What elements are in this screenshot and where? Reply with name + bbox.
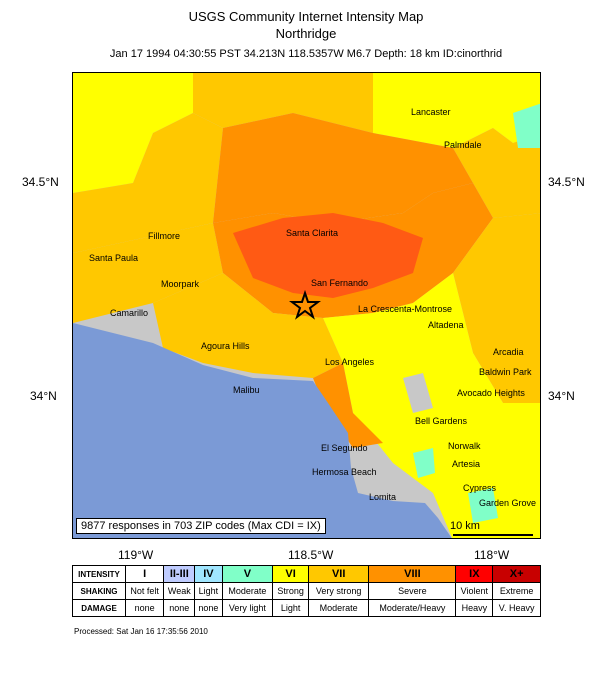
region-cdi-vi xyxy=(73,73,193,193)
responses-summary: 9877 responses in 703 ZIP codes (Max CDI… xyxy=(76,518,326,534)
region-cdi-vii xyxy=(73,223,223,323)
scale-label: 10 km xyxy=(450,520,480,532)
legend-intensity-row: INTENSITY I II-III IV V VI VII VIII IX X… xyxy=(72,565,541,583)
region-cdi-vii xyxy=(193,73,373,133)
intensity-map[interactable]: Lancaster Palmdale Santa Clarita Fillmor… xyxy=(72,72,541,539)
place-label: Artesia xyxy=(452,459,480,469)
intensity-legend: INTENSITY I II-III IV V VI VII VIII IX X… xyxy=(72,565,541,617)
legend-shaking: Light xyxy=(194,582,223,600)
place-label: Camarillo xyxy=(110,308,148,318)
region-cdi-v xyxy=(468,488,498,523)
legend-intensity: X+ xyxy=(492,565,541,583)
lat-label-34-right: 34°N xyxy=(548,389,575,403)
region-cdi-vii xyxy=(73,113,223,253)
ocean xyxy=(73,323,452,538)
place-label: Santa Paula xyxy=(89,253,138,263)
legend-damage: none xyxy=(194,599,223,617)
legend-damage-row: DAMAGE none none none Very light Light M… xyxy=(72,599,541,617)
place-label: Fillmore xyxy=(148,231,180,241)
no-data-region xyxy=(403,373,433,413)
legend-damage: Moderate/Heavy xyxy=(368,599,457,617)
lon-label-118-5: 118.5°W xyxy=(288,548,334,562)
legend-intensity: IV xyxy=(194,565,223,583)
map-title: USGS Community Internet Intensity Map xyxy=(188,9,424,24)
legend-damage: none xyxy=(163,599,196,617)
legend-shaking: Strong xyxy=(272,582,309,600)
legend-damage: V. Heavy xyxy=(492,599,541,617)
event-details: Jan 17 1994 04:30:55 PST 34.213N 118.535… xyxy=(109,48,503,60)
lat-label-34-5-left: 34.5°N xyxy=(22,175,59,189)
place-label: Lancaster xyxy=(411,107,451,117)
place-label: Altadena xyxy=(428,320,464,330)
place-label: El Segundo xyxy=(321,443,368,453)
legend-intensity: II-III xyxy=(163,565,196,583)
place-label: Lomita xyxy=(369,492,396,502)
legend-shaking-row: SHAKING Not felt Weak Light Moderate Str… xyxy=(72,582,541,600)
legend-damage: Light xyxy=(272,599,309,617)
region-cdi-vi xyxy=(373,73,540,148)
legend-row-label: SHAKING xyxy=(72,582,126,600)
lat-label-34-left: 34°N xyxy=(30,389,57,403)
legend-damage: Very light xyxy=(221,599,274,617)
place-label: Santa Clarita xyxy=(286,228,338,238)
place-label: Avocado Heights xyxy=(457,388,525,398)
place-label: Norwalk xyxy=(448,441,481,451)
legend-shaking: Very strong xyxy=(307,582,370,600)
lon-label-118: 118°W xyxy=(474,548,510,562)
intensity-map-canvas: Lancaster Palmdale Santa Clarita Fillmor… xyxy=(73,73,540,538)
region-cdi-viii xyxy=(213,113,473,223)
place-label: Bell Gardens xyxy=(415,416,468,426)
legend-intensity: VII xyxy=(307,565,370,583)
legend-shaking: Severe xyxy=(368,582,457,600)
place-label: Hermosa Beach xyxy=(312,467,377,477)
lon-label-119: 119°W xyxy=(118,548,154,562)
place-label: Los Angeles xyxy=(325,357,375,367)
legend-intensity: V xyxy=(221,565,274,583)
region-cdi-vii xyxy=(453,213,540,403)
legend-intensity: I xyxy=(124,565,165,583)
legend-damage: Heavy xyxy=(455,599,494,617)
legend-shaking: Moderate xyxy=(221,582,274,600)
legend-shaking: Violent xyxy=(455,582,494,600)
region-cdi-vii xyxy=(153,273,343,378)
place-label: La Crescenta-Montrose xyxy=(358,304,452,314)
region-cdi-vii xyxy=(453,128,540,218)
place-label: Palmdale xyxy=(444,140,482,150)
legend-shaking: Extreme xyxy=(492,582,541,600)
place-label: Moorpark xyxy=(161,279,200,289)
processed-timestamp: Processed: Sat Jan 16 17:35:56 2010 xyxy=(74,627,208,636)
legend-shaking: Not felt xyxy=(124,582,165,600)
place-label: Garden Grove xyxy=(479,498,536,508)
star-icon xyxy=(289,289,321,320)
event-name: Northridge xyxy=(275,26,337,41)
place-label: Baldwin Park xyxy=(479,367,532,377)
legend-intensity: VI xyxy=(272,565,309,583)
legend-damage: Moderate xyxy=(307,599,370,617)
legend-row-label: INTENSITY xyxy=(72,565,126,583)
region-cdi-ix xyxy=(233,213,423,298)
region-cdi-v xyxy=(413,448,435,478)
place-label: Malibu xyxy=(233,385,260,395)
place-label: San Fernando xyxy=(311,278,368,288)
region-cdi-v xyxy=(513,103,540,148)
lat-label-34-5-right: 34.5°N xyxy=(548,175,585,189)
legend-row-label: DAMAGE xyxy=(72,599,126,617)
place-label: Arcadia xyxy=(493,347,524,357)
place-label: Cypress xyxy=(463,483,497,493)
legend-shaking: Weak xyxy=(163,582,196,600)
place-label: Agoura Hills xyxy=(201,341,250,351)
legend-damage: none xyxy=(124,599,165,617)
legend-intensity: IX xyxy=(455,565,494,583)
legend-intensity: VIII xyxy=(368,565,457,583)
region-cdi-viii xyxy=(313,363,383,448)
